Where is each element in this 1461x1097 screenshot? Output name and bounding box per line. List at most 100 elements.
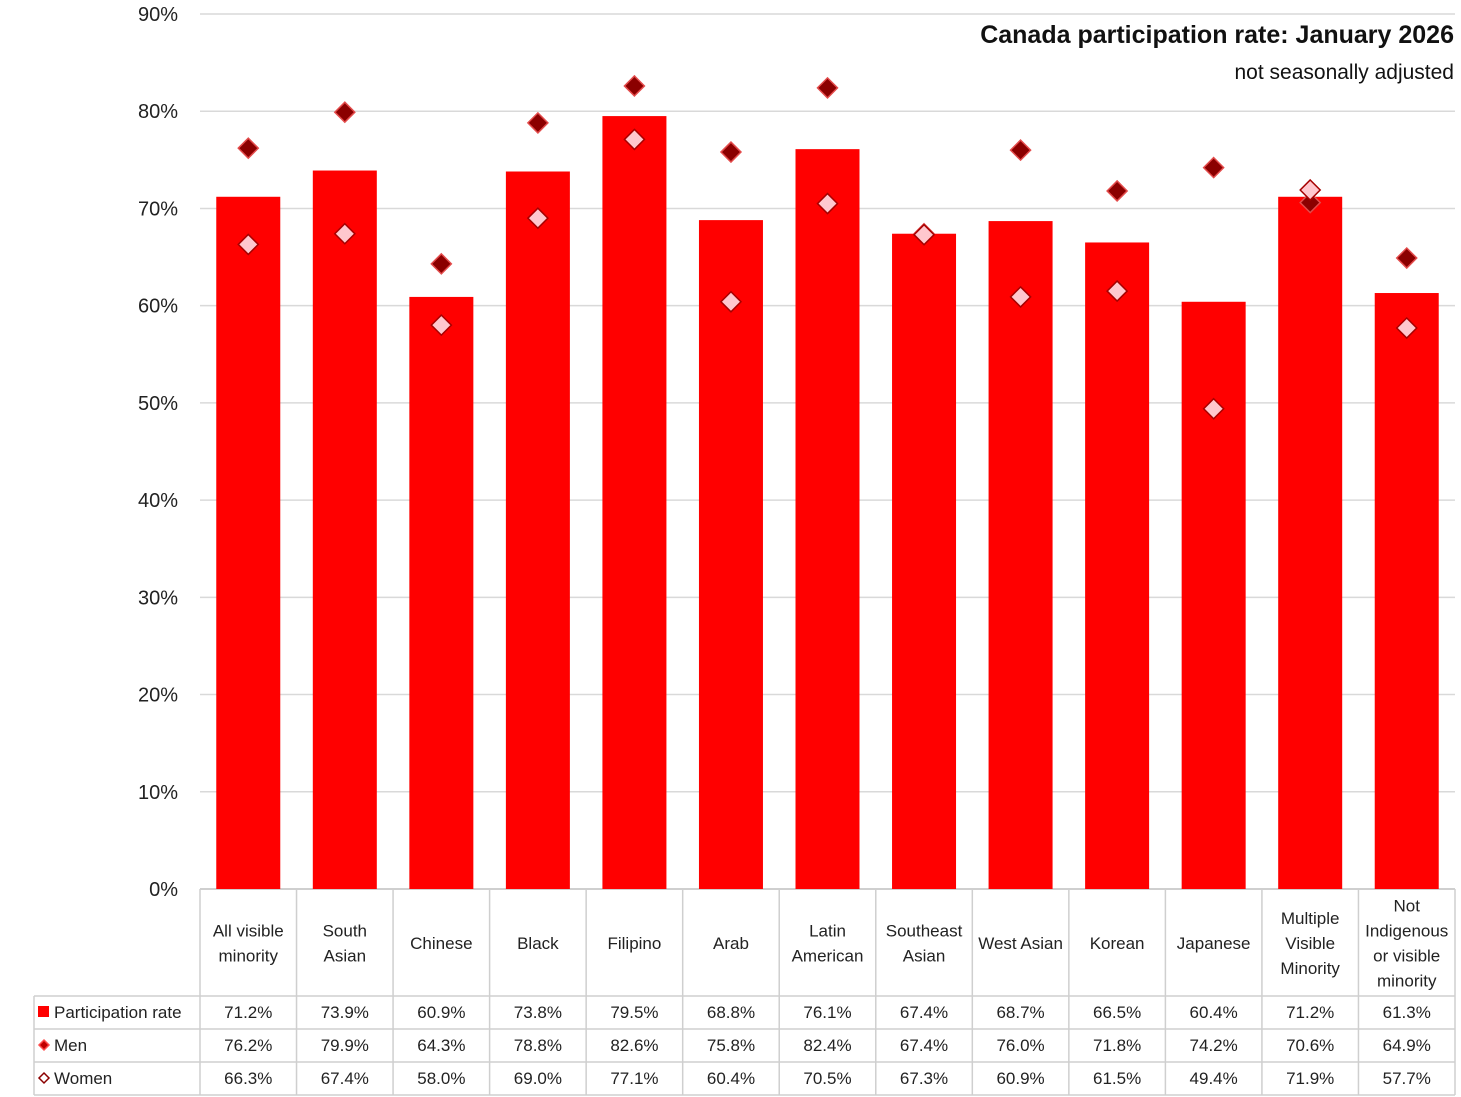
y-tick-label: 90% xyxy=(138,4,178,26)
table-cell-value: 64.9% xyxy=(1383,1036,1431,1055)
table-cell-value: 57.7% xyxy=(1383,1069,1431,1088)
category-label: Southeast Asian xyxy=(886,922,963,966)
category-label-line: Visible xyxy=(1285,934,1335,953)
y-tick-label: 20% xyxy=(138,685,178,707)
marker-men xyxy=(1202,156,1225,179)
table-cell-value: 70.6% xyxy=(1286,1036,1334,1055)
table-cell-value: 69.0% xyxy=(514,1069,562,1088)
table-cell-value: 61.3% xyxy=(1383,1003,1431,1022)
category-label-line: South xyxy=(323,922,367,941)
legend-key-men xyxy=(37,1038,51,1052)
category-label-line: Not xyxy=(1393,897,1420,916)
bar-participation-rate xyxy=(1278,196,1343,889)
legend-key-participation-rate xyxy=(38,1006,49,1017)
category-label: Multiple Visible Minority xyxy=(1280,909,1340,978)
category-label-line: Filipino xyxy=(607,934,661,953)
category-label: South Asian xyxy=(323,922,367,966)
table-cell-value: 67.3% xyxy=(900,1069,948,1088)
bar-participation-rate xyxy=(795,149,860,889)
bar-participation-rate xyxy=(602,116,667,890)
legend-key-women xyxy=(37,1071,51,1085)
table-cell-value: 68.7% xyxy=(996,1003,1044,1022)
marker-men xyxy=(1106,179,1129,203)
data-table: All visible minority South Asian Chinese Blac… xyxy=(33,889,1456,1096)
bar-participation-rate xyxy=(409,296,474,890)
marker-men xyxy=(430,252,453,275)
table-cell-value: 71.2% xyxy=(1286,1003,1334,1022)
table-cell-value: 76.2% xyxy=(224,1036,272,1055)
table-cell-value: 76.1% xyxy=(803,1003,851,1022)
category-label-line: West Asian xyxy=(978,934,1063,953)
category-label: Arab xyxy=(713,934,749,953)
marker-women xyxy=(816,192,839,215)
table-cell-value: 60.4% xyxy=(707,1069,755,1088)
bar-participation-rate xyxy=(1085,242,1150,889)
marker-women xyxy=(1009,285,1032,308)
table-cell-value: 66.3% xyxy=(224,1069,272,1088)
marker-men xyxy=(623,74,646,98)
table-cell-value: 60.4% xyxy=(1190,1003,1238,1022)
table-cell-value: 74.2% xyxy=(1190,1036,1238,1055)
table-cell-value: 60.9% xyxy=(417,1003,465,1022)
bar-series xyxy=(216,116,1439,890)
table-cell-value: 64.3% xyxy=(417,1036,465,1055)
y-tick-label: 50% xyxy=(138,393,178,415)
category-label-line: Japanese xyxy=(1177,934,1251,953)
category-label-line: Multiple xyxy=(1281,909,1340,928)
category-label-line: or visible xyxy=(1373,947,1440,966)
category-label-line: minority xyxy=(219,947,279,966)
marker-men xyxy=(1395,246,1418,270)
category-label-line: minority xyxy=(1377,972,1437,991)
marker-men xyxy=(816,76,839,99)
category-label-line: American xyxy=(792,947,864,966)
women-marker-series xyxy=(237,128,1418,420)
category-label-line: Latin xyxy=(809,922,846,941)
chart-title: Canada participation rate: January 2026 xyxy=(980,21,1454,49)
table-cell-value: 75.8% xyxy=(707,1036,755,1055)
marker-women xyxy=(623,128,646,151)
y-tick-label: 60% xyxy=(138,296,178,318)
marker-women xyxy=(237,233,260,256)
marker-men xyxy=(526,111,549,134)
table-cell-value: 66.5% xyxy=(1093,1003,1141,1022)
marker-women xyxy=(719,290,743,313)
marker-women xyxy=(333,222,356,245)
category-label-line: All visible xyxy=(213,922,284,941)
marker-women xyxy=(526,207,549,230)
table-cell-value: 71.8% xyxy=(1093,1036,1141,1055)
bar-participation-rate xyxy=(1181,301,1246,889)
category-label: Not Indigenous or visible minority xyxy=(1365,897,1448,991)
y-axis: 0% 10% 20% 30% 40% 50% 60% 70% 80% 90% xyxy=(138,4,178,901)
table-cell-value: 79.5% xyxy=(610,1003,658,1022)
table-row-label: Men xyxy=(54,1036,87,1055)
table-cell-value: 67.4% xyxy=(900,1003,948,1022)
marker-men xyxy=(237,137,260,160)
bar-participation-rate xyxy=(1374,293,1439,889)
category-label-line: Minority xyxy=(1280,959,1340,978)
y-tick-label: 40% xyxy=(138,490,178,512)
category-label: Latin American xyxy=(792,922,864,966)
bar-participation-rate xyxy=(312,170,377,889)
marker-men xyxy=(333,101,356,124)
marker-women xyxy=(1106,280,1129,303)
category-label: All visible minority xyxy=(213,922,284,966)
category-label-line: Asian xyxy=(903,947,946,966)
table-cell-value: 67.4% xyxy=(900,1036,948,1055)
table-cell-value: 68.8% xyxy=(707,1003,755,1022)
y-tick-label: 0% xyxy=(149,879,178,901)
category-label-line: Korean xyxy=(1090,934,1145,953)
table-cell-value: 76.0% xyxy=(996,1036,1044,1055)
bar-participation-rate xyxy=(892,233,957,889)
marker-women xyxy=(912,223,936,246)
table-cell-value: 60.9% xyxy=(996,1069,1044,1088)
bar-participation-rate xyxy=(988,221,1053,890)
category-label-line: Arab xyxy=(713,934,749,953)
table-cell-value: 82.6% xyxy=(610,1036,658,1055)
category-label: West Asian xyxy=(978,934,1063,953)
table-cell-value: 73.8% xyxy=(514,1003,562,1022)
table-cell-value: 82.4% xyxy=(803,1036,851,1055)
category-label-line: Chinese xyxy=(410,934,472,953)
table-cell-value: 77.1% xyxy=(610,1069,658,1088)
y-tick-label: 70% xyxy=(138,198,178,220)
